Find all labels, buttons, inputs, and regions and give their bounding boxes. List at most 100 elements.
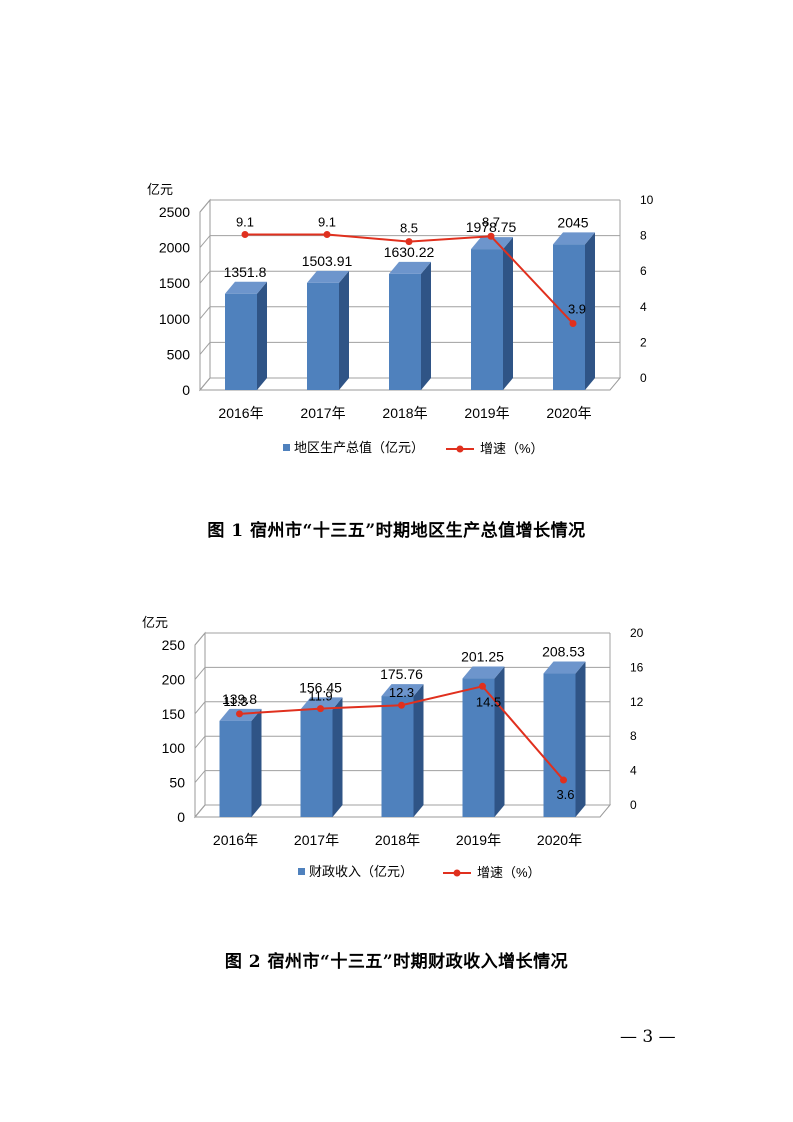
x-tick-label: 2019年 [464,405,509,421]
x-tick-label: 2017年 [294,832,339,848]
bar [225,281,267,390]
bar-front [307,282,339,390]
growth-point [405,238,413,246]
gridline [199,199,620,213]
growth-point [560,776,567,784]
bar-value-label: 2045 [557,214,588,230]
y-tick-label: 0 [182,382,190,398]
y2-tick-label: 20 [630,626,644,640]
growth-value-label: 8.5 [400,221,418,236]
y2-tick-label: 10 [640,193,654,207]
figure-2-caption: 图 2 宿州市“十三五”时期财政收入增长情况 [224,952,569,972]
bar-value-label: 1978.75 [466,219,517,235]
page-number: — 3 — [620,1027,676,1047]
bar-front [225,293,257,390]
bar-top [553,232,595,245]
y2-tick-label: 16 [630,660,644,674]
growth-point [487,232,495,240]
bar-side [339,270,349,390]
legend-bar-swatch [298,868,305,875]
x-tick-label: 2019年 [456,832,501,848]
y2-tick-label: 6 [640,264,647,278]
bar-side [332,697,343,817]
bar-value-label: 208.53 [542,644,585,660]
bar-side [421,261,431,390]
y-tick-label: 2000 [159,240,190,256]
growth-value-label: 11.3 [223,694,247,709]
growth-point [241,230,249,238]
y2-tick-label: 8 [630,729,637,743]
bar-side [257,281,267,390]
left-wall [194,631,206,819]
gdp-chart: 0 500 1000 1500 2000 2500 0 2 4 6 8 10 亿元 1351.8 1503.… [147,182,654,456]
y-axis-unit-label: 亿元 [142,615,168,630]
growth-point [479,682,486,690]
y-tick-label: 500 [167,346,191,362]
bar [543,661,586,817]
y2-tick-label: 0 [640,371,647,385]
bar [462,666,505,817]
growth-value-label: 9.1 [236,214,254,229]
y2-tick-label: 2 [640,335,647,349]
y2-tick-label: 4 [630,764,637,778]
y-tick-label: 0 [177,809,185,825]
bar-side [575,661,586,817]
x-tick-label: 2016年 [218,405,263,421]
growth-value-label: 8.7 [482,214,500,229]
growth-point [317,705,324,713]
bar-top [225,281,267,294]
legend-line-marker [453,869,461,877]
x-tick-label: 2018年 [375,832,420,848]
y2-tick-label: 4 [640,300,647,314]
bar-value-label: 1351.8 [224,264,267,280]
y-tick-label: 50 [169,775,185,791]
bar-side [494,666,505,817]
growth-value-label: 9.1 [318,214,336,229]
left-wall [199,198,211,392]
figure-1-caption: 图 1 宿州市“十三五”时期地区生产总值增长情况 [207,521,586,541]
y-tick-label: 150 [162,706,186,722]
bar-top [543,661,586,674]
bar-front [389,273,421,390]
bar-top [462,666,505,679]
bar-top [381,684,424,697]
fiscal-revenue-chart: 0 50 100 150 200 250 0 4 8 12 16 20 亿元 139.8 156.45 175… [142,615,644,880]
bar [471,237,513,390]
y2-tick-label: 12 [630,695,644,709]
growth-value-label: 12.3 [389,685,414,700]
growth-point [323,230,331,238]
bar-top [389,261,431,274]
y-tick-label: 200 [162,671,186,687]
gridline [194,632,610,646]
bar-value-label: 1630.22 [384,244,435,260]
growth-value-label: 3.9 [568,301,586,316]
bar-side [413,684,424,817]
x-tick-label: 2020年 [537,832,582,848]
bar [381,684,424,817]
legend-line-label: 增速（%） [477,865,541,880]
y-tick-label: 1500 [159,275,190,291]
growth-value-label: 14.5 [476,694,501,709]
bar [300,697,343,817]
legend-line-marker [456,445,464,453]
bar-value-label: 156.45 [299,679,342,695]
bar-front [462,678,495,817]
y-tick-label: 1000 [159,311,190,327]
x-tick-label: 2017年 [300,405,345,421]
y2-tick-label: 0 [630,798,637,812]
gridline [199,235,620,248]
bar-front [381,696,414,817]
bar [553,232,595,390]
bar-top [471,237,513,250]
growth-value-label: 3.6 [556,787,574,802]
growth-point [236,710,243,718]
y-tick-label: 2500 [159,204,190,220]
bar-value-label: 175.76 [380,666,423,682]
legend-bar-label: 地区生产总值（亿元） [294,440,424,455]
bar-top [307,270,349,283]
bar-side [585,232,595,390]
legend-bar-label: 财政收入（亿元） [309,864,413,879]
bar-front [543,673,576,817]
bar-value-label: 1503.91 [302,253,353,269]
bar-side [503,237,513,390]
